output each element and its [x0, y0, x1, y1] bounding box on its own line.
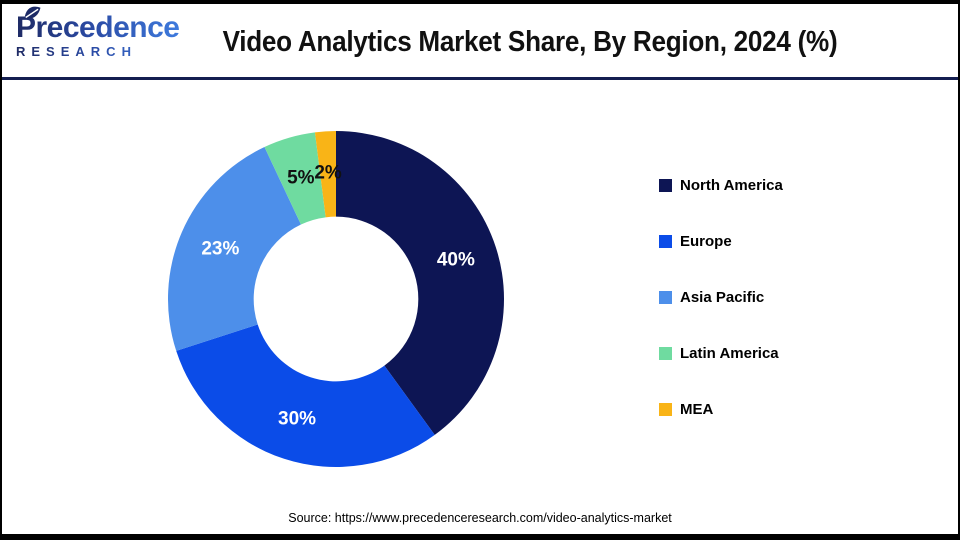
legend-label: Latin America: [680, 344, 779, 362]
legend-label: Asia Pacific: [680, 288, 765, 306]
legend-swatch: [659, 178, 672, 192]
legend-swatch: [659, 402, 672, 416]
page-title: Video Analytics Market Share, By Region,…: [222, 26, 838, 58]
source-text: Source: https://www.precedenceresearch.c…: [288, 511, 672, 525]
header: Precedence RESEARCH Video Analytics Mark…: [2, 4, 958, 80]
legend-label: North America: [680, 176, 783, 194]
legend-item-mea: MEA: [659, 400, 783, 418]
legend-label: Europe: [680, 232, 732, 250]
data-label-mea: 2%: [314, 163, 342, 184]
legend-swatch: [659, 290, 672, 304]
pie-slice-asia-pacific: [168, 146, 301, 351]
data-label-europe: 30%: [278, 408, 316, 429]
chart-legend: North America Europe Asia Pacific Latin Ame…: [659, 176, 783, 418]
pie-slice-latin-america: [264, 132, 326, 225]
legend-swatch: [659, 234, 672, 248]
data-label-latin-america: 5%: [287, 168, 315, 189]
precedence-research-logo: Precedence RESEARCH: [16, 6, 186, 59]
legend-item-latin-america: Latin America: [659, 344, 783, 362]
data-label-north-america: 40%: [437, 250, 475, 271]
legend-item-europe: Europe: [659, 232, 783, 250]
legend-label: MEA: [680, 400, 714, 418]
donut-chart: 40% 30% 23% 5% 2%: [168, 131, 504, 467]
pie-slice-north-america: [336, 131, 504, 435]
data-label-asia-pacific: 23%: [201, 238, 239, 259]
legend-swatch: [659, 346, 672, 360]
leaf-icon: [24, 6, 41, 19]
pie-slice-europe: [176, 324, 435, 467]
legend-item-asia-pacific: Asia Pacific: [659, 288, 783, 306]
logo-wordmark: Precedence: [16, 12, 186, 44]
legend-item-north-america: North America: [659, 176, 783, 194]
logo-subtitle: RESEARCH: [16, 45, 186, 59]
pie-slice-mea: [314, 131, 336, 218]
